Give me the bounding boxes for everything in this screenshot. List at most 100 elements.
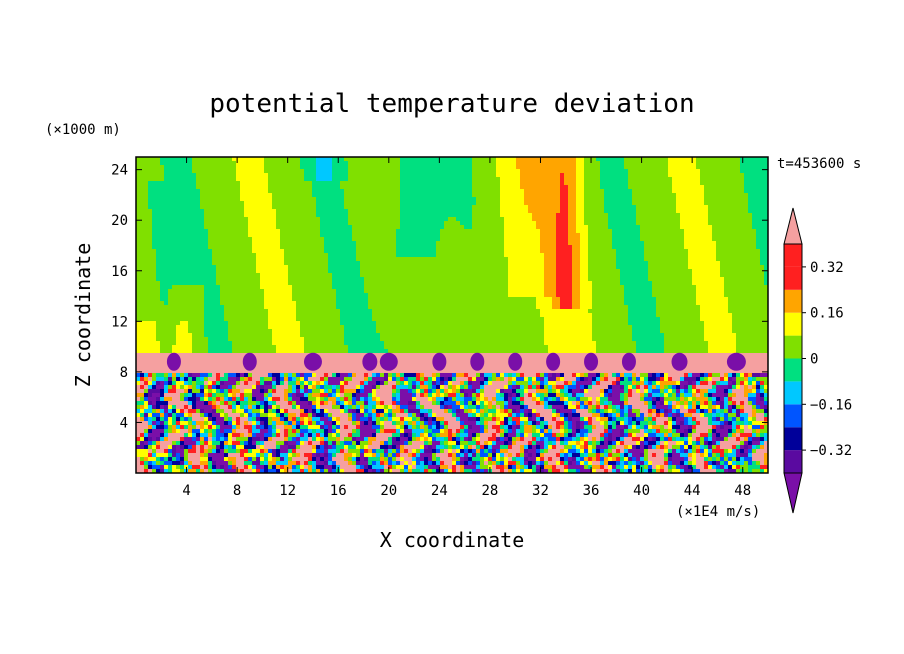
field-cell	[696, 233, 701, 238]
field-cell	[216, 249, 221, 254]
field-cell	[160, 185, 165, 190]
field-cell	[468, 257, 473, 262]
field-cell	[140, 161, 145, 166]
field-cell	[428, 225, 433, 230]
field-cell	[140, 209, 145, 214]
field-cell	[660, 169, 665, 174]
field-cell	[172, 169, 177, 174]
field-cell	[204, 165, 209, 170]
field-cell	[728, 237, 733, 242]
field-cell	[240, 185, 245, 190]
field-cell	[752, 249, 757, 254]
field-cell	[484, 197, 489, 202]
field-cell	[560, 161, 565, 166]
field-cell	[532, 189, 537, 194]
field-cell	[548, 169, 553, 174]
field-cell	[276, 189, 281, 194]
field-cell	[600, 217, 605, 222]
field-cell	[316, 161, 321, 166]
field-cell	[356, 181, 361, 186]
field-cell	[456, 245, 461, 250]
field-cell	[764, 277, 768, 282]
field-cell	[272, 201, 277, 206]
field-cell	[664, 161, 669, 166]
field-cell	[264, 257, 269, 262]
field-cell	[360, 209, 365, 214]
field-cell	[496, 201, 501, 206]
field-cell	[352, 225, 357, 230]
field-cell	[372, 253, 377, 258]
field-cell	[628, 165, 633, 170]
field-cell	[232, 253, 237, 258]
field-cell	[188, 265, 193, 270]
field-cell	[208, 181, 213, 186]
field-cell	[496, 161, 501, 166]
field-cell	[636, 229, 641, 234]
field-cell	[540, 245, 545, 250]
field-cell	[512, 165, 517, 170]
field-cell	[620, 233, 625, 238]
field-cell	[552, 273, 557, 278]
field-cell	[440, 157, 445, 162]
field-cell	[564, 269, 569, 274]
field-cell	[744, 265, 749, 270]
field-cell	[716, 193, 721, 198]
field-cell	[492, 177, 497, 182]
field-cell	[684, 261, 689, 266]
field-cell	[356, 157, 361, 162]
field-cell	[520, 277, 525, 282]
field-cell	[532, 165, 537, 170]
field-cell	[692, 277, 697, 282]
field-cell	[280, 193, 285, 198]
field-cell	[316, 265, 321, 270]
field-cell	[484, 173, 489, 178]
field-cell	[368, 229, 373, 234]
field-cell	[676, 217, 681, 222]
field-cell	[384, 181, 389, 186]
field-cell	[404, 265, 409, 270]
field-cell	[528, 157, 533, 162]
field-cell	[232, 181, 237, 186]
field-cell	[612, 241, 617, 246]
field-cell	[648, 169, 653, 174]
field-cell	[268, 209, 273, 214]
field-cell	[684, 161, 689, 166]
field-cell	[184, 173, 189, 178]
field-cell	[416, 253, 421, 258]
field-cell	[720, 209, 725, 214]
field-cell	[196, 265, 201, 270]
field-cell	[400, 233, 405, 238]
field-cell	[248, 281, 253, 286]
field-cell	[560, 233, 565, 238]
field-cell	[228, 193, 233, 198]
field-cell	[208, 189, 213, 194]
field-cell	[292, 161, 297, 166]
field-cell	[332, 217, 337, 222]
field-cell	[352, 265, 357, 270]
field-cell	[172, 201, 177, 206]
field-cell	[732, 241, 737, 246]
field-cell	[516, 269, 521, 274]
field-cell	[648, 277, 653, 282]
field-cell	[712, 237, 717, 242]
field-cell	[264, 201, 269, 206]
field-cell	[380, 225, 385, 230]
field-cell	[212, 277, 217, 282]
field-cell	[696, 197, 701, 202]
field-cell	[244, 177, 249, 182]
field-cell	[376, 261, 381, 266]
field-cell	[548, 245, 553, 250]
field-cell	[320, 237, 325, 242]
field-cell	[732, 177, 737, 182]
field-cell	[504, 241, 509, 246]
field-cell	[364, 157, 369, 162]
field-cell	[192, 249, 197, 254]
field-cell	[620, 261, 625, 266]
field-cell	[424, 249, 429, 254]
field-cell	[200, 253, 205, 258]
field-cell	[600, 197, 605, 202]
field-cell	[344, 173, 349, 178]
field-cell	[736, 213, 741, 218]
field-cell	[640, 157, 645, 162]
field-cell	[424, 257, 429, 262]
